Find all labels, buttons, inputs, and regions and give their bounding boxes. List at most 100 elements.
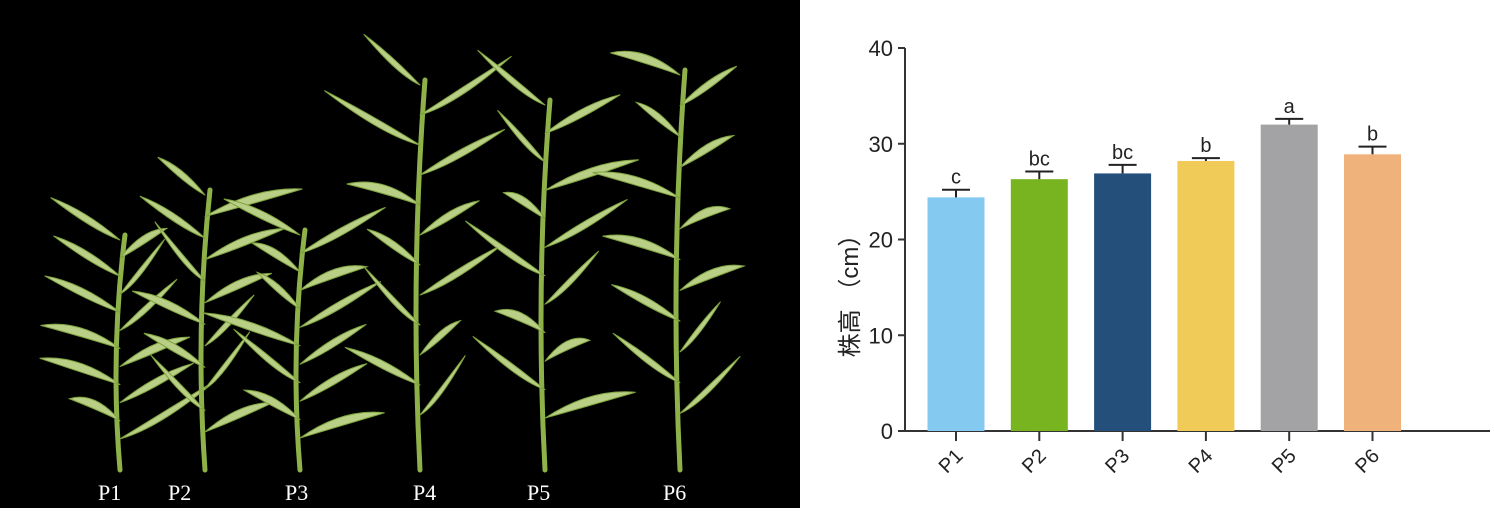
bar-chart: 株高 （cm） 0 10 20 30 40 c P1 bc P2 bc P3 b P4 a P5 b P6 (837, 36, 1490, 478)
plant-leaf (299, 206, 386, 254)
plant-leaf (346, 181, 421, 206)
plant-leaf (493, 308, 546, 334)
photo-label-p2: P2 (168, 480, 192, 505)
plant-leaf (344, 346, 421, 386)
plant-stem (538, 97, 553, 473)
plant-leaf (679, 355, 741, 414)
photo-label-p1: P1 (98, 480, 122, 505)
plant-leaf (53, 235, 121, 277)
plant-leaf (324, 90, 421, 146)
plant-leaf (150, 354, 206, 411)
x-tick-label: P1 (935, 445, 968, 478)
plant-leaf (465, 220, 546, 277)
plant-leaf (299, 411, 385, 439)
bar-p2 (1010, 179, 1068, 431)
plant-leaf (544, 159, 639, 191)
plant-leaf (366, 228, 421, 266)
x-tick-label: P5 (1268, 445, 1301, 478)
significance-letter: b (1200, 135, 1211, 157)
x-tick-label: P3 (1101, 445, 1134, 478)
plant-leaf (119, 227, 169, 259)
plant-leaf (119, 238, 166, 295)
plant-photo: P1 P2 P3 P4 P5 P6 (0, 0, 800, 508)
plant-leaf (419, 245, 502, 296)
plant-leaf (139, 195, 206, 239)
bar-p5 (1260, 124, 1318, 431)
bar-p4 (1177, 160, 1235, 432)
plant-leaf (299, 280, 382, 328)
plant-stem (413, 77, 428, 473)
y-tick-label: 0 (881, 419, 893, 444)
plant-leaf (679, 301, 721, 353)
plant-leaf (67, 396, 121, 422)
plant-leaf (419, 128, 506, 176)
plant-leaf (544, 250, 600, 305)
plant-stem (113, 232, 128, 473)
y-axis-label: 株高 （cm） (837, 223, 864, 358)
plant-leaf (544, 391, 636, 419)
plant-leaf (233, 328, 301, 384)
significance-letter: c (951, 167, 961, 189)
plant-leaf (634, 101, 681, 138)
plant-leaf (157, 156, 206, 196)
plant-leaf (204, 401, 274, 433)
plant-leaf (131, 290, 206, 325)
x-tick-label: P2 (1018, 445, 1051, 478)
x-tick-label: P4 (1185, 445, 1218, 478)
plant-stem (198, 187, 213, 473)
significance-letter: a (1284, 96, 1296, 118)
plant-leaf (612, 332, 681, 384)
bar-p1 (927, 197, 985, 431)
plant-leaf (255, 271, 301, 310)
plant-leaf (497, 109, 546, 163)
y-tick-label: 20 (869, 228, 893, 253)
plant-leaf (40, 323, 121, 349)
bar-p3 (1094, 173, 1152, 431)
plant-leaf (477, 49, 546, 106)
photo-label-p6: P6 (663, 480, 687, 505)
plant-leaf (502, 191, 546, 220)
plant-leaf (39, 357, 121, 386)
plant-leaf (419, 55, 512, 116)
plant-leaf (202, 312, 301, 347)
plant-leaf (119, 362, 194, 404)
plant-leaf (544, 94, 621, 134)
plant-leaf (679, 264, 747, 291)
photo-label-p4: P4 (413, 480, 437, 505)
plant-leaf (154, 221, 206, 282)
plant-leaf (143, 332, 206, 368)
plant-stem (293, 227, 308, 473)
y-tick-label: 10 (869, 323, 893, 348)
plant-leaf (223, 198, 301, 236)
plant-leaf (250, 242, 301, 273)
bar-p6 (1344, 154, 1401, 431)
y-tick-label: 40 (869, 36, 893, 61)
significance-letter: b (1367, 124, 1378, 146)
plant-leaf (44, 275, 121, 313)
plant-leaf (299, 265, 369, 291)
plant-leaf (611, 284, 681, 322)
plant-leaf (204, 272, 272, 304)
plant-leaf (363, 33, 421, 86)
plant-leaf (299, 323, 367, 365)
plant-leaf (242, 389, 301, 421)
plant-leaf (544, 337, 592, 362)
plant-leaf (679, 205, 732, 230)
x-tick-label: P6 (1351, 445, 1384, 478)
plant-leaf (679, 65, 738, 107)
plant-stem (673, 67, 688, 473)
plant-leaf (610, 50, 681, 76)
plant-leaf (419, 355, 466, 416)
plant-leaf (419, 319, 462, 356)
photo-label-p5: P5 (527, 480, 551, 505)
plant-leaf (472, 335, 546, 391)
significance-letter: bc (1029, 149, 1050, 171)
plant-leaf (50, 197, 121, 241)
plant-leaf (204, 331, 251, 390)
plant-leaf (602, 234, 681, 261)
plant-leaf (544, 198, 628, 248)
photo-label-p3: P3 (285, 480, 309, 505)
plant-height-chart: 株高 （cm） 0 10 20 30 40 c P1 bc P2 bc P3 b P4 a P5 b P6 (800, 0, 1494, 508)
plant-leaf (119, 278, 178, 331)
y-tick-label: 30 (869, 132, 893, 157)
